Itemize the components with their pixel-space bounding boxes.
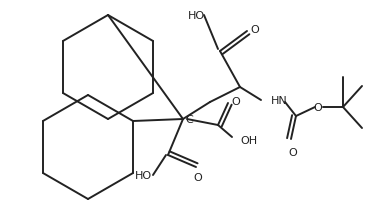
Text: O: O — [250, 25, 259, 35]
Text: O: O — [194, 172, 202, 182]
Text: OH: OH — [240, 135, 257, 145]
Text: HO: HO — [134, 170, 152, 180]
Text: HN: HN — [271, 96, 288, 105]
Text: C: C — [185, 115, 193, 124]
Text: O: O — [314, 102, 322, 113]
Text: HO: HO — [187, 11, 205, 21]
Text: O: O — [231, 97, 240, 106]
Text: O: O — [289, 147, 298, 157]
